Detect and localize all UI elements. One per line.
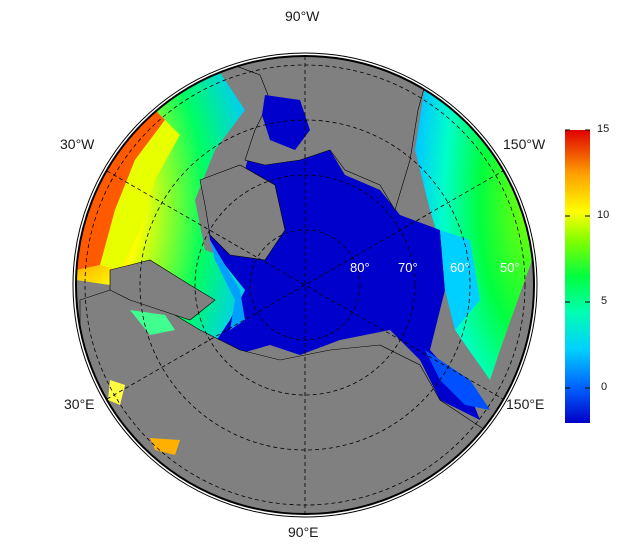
lon-label-lower-right: 150°E [506,396,545,412]
lat-label: 60° [450,260,470,275]
caspian-sea [108,380,125,405]
black-sea [150,438,180,455]
lat-label: 50° [500,260,520,275]
lat-label: 70° [398,260,418,275]
graticule [84,56,526,514]
ice-edge-cyan [210,240,245,330]
arctic-ice [205,90,480,420]
lon-label-lower-left: 30°E [64,396,95,412]
lon-label-bottom: 90°E [288,524,319,540]
map-frame [75,55,535,515]
sea-of-okhotsk [425,350,490,410]
lon-label-top: 90°W [285,8,320,24]
colorbar-tick-label: 15 [597,123,610,135]
colorbar-tick-label: 0 [601,381,608,393]
greenland [199,164,286,261]
bering-sea [440,230,480,330]
colorbar-ticks [565,129,590,389]
atlantic-yellow-band [100,120,180,270]
lon-label-upper-right: 150°W [503,136,546,152]
baltic-sea [130,310,175,335]
lon-label-upper-left: 30°W [60,136,95,152]
colorbar-tick-label: 5 [601,295,608,307]
lat-label: 80° [350,260,370,275]
colorbar [565,130,590,423]
hudson-bay [262,95,310,150]
colorbar-tick-label: 10 [597,209,610,221]
atlantic-hot-edge [76,105,165,270]
scandinavia [109,259,216,321]
